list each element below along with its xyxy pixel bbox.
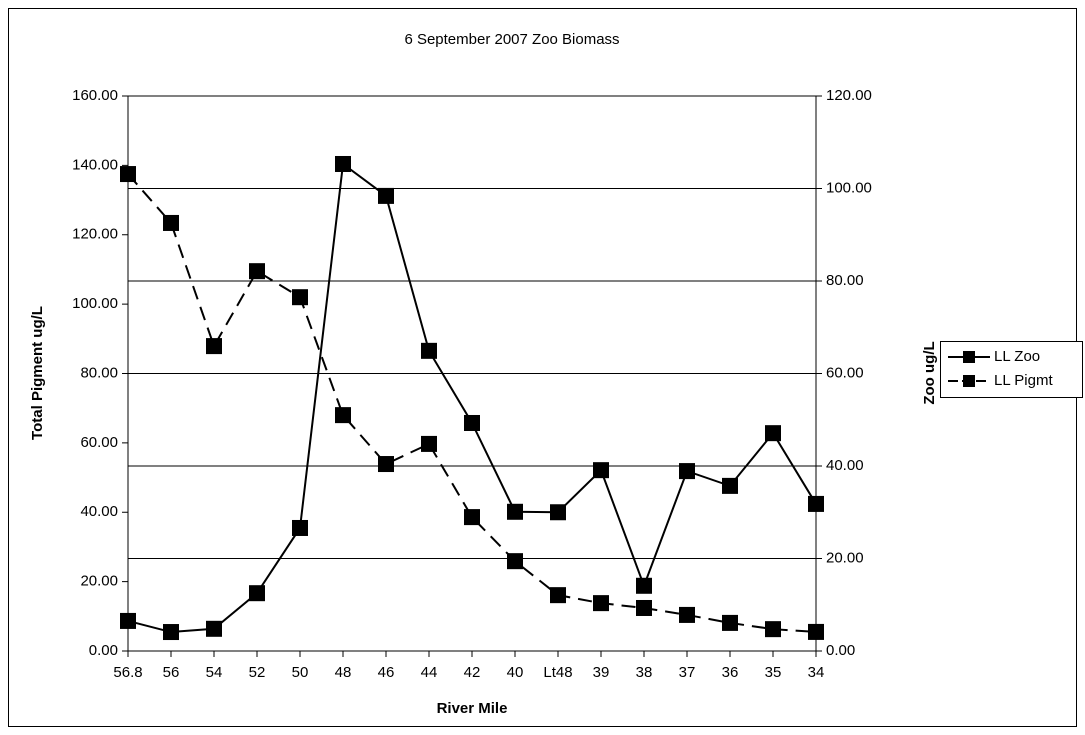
- marker: [636, 599, 652, 616]
- legend-marker: [963, 351, 975, 363]
- y2-tick-label: 40.00: [826, 457, 864, 474]
- y-tick-label: 140.00: [72, 156, 118, 173]
- marker: [464, 509, 480, 526]
- y-tick-label: 60.00: [80, 434, 118, 451]
- marker: [120, 166, 136, 183]
- marker: [679, 606, 695, 623]
- x-tick-label: 50: [292, 664, 309, 681]
- x-tick-label: 48: [335, 664, 352, 681]
- y2-axis-label: Zoo ug/L: [921, 341, 938, 404]
- marker: [249, 585, 265, 602]
- x-tick-label: 40: [507, 664, 524, 681]
- marker: [722, 477, 738, 494]
- marker: [808, 495, 824, 512]
- marker: [292, 519, 308, 536]
- marker: [679, 463, 695, 480]
- marker: [636, 577, 652, 594]
- marker: [507, 503, 523, 520]
- marker: [722, 614, 738, 631]
- marker: [292, 289, 308, 306]
- marker: [765, 621, 781, 638]
- marker: [206, 620, 222, 637]
- y2-tick-label: 20.00: [826, 549, 864, 566]
- y2-tick-label: 60.00: [826, 364, 864, 381]
- marker: [550, 587, 566, 604]
- marker: [120, 612, 136, 629]
- x-tick-label: 56: [163, 664, 180, 681]
- x-tick-label: 39: [593, 664, 610, 681]
- x-tick-label: 56.8: [113, 664, 142, 681]
- marker: [249, 263, 265, 280]
- y-tick-label: 20.00: [80, 573, 118, 590]
- x-tick-label: 44: [421, 664, 438, 681]
- legend-marker: [963, 375, 975, 387]
- marker: [335, 155, 351, 172]
- marker: [765, 425, 781, 442]
- y-axis-label: Total Pigment ug/L: [29, 306, 46, 440]
- marker: [163, 624, 179, 641]
- marker: [593, 462, 609, 479]
- x-axis-label: River Mile: [437, 700, 508, 717]
- marker: [507, 553, 523, 570]
- y-tick-label: 40.00: [80, 503, 118, 520]
- marker: [421, 342, 437, 359]
- x-tick-label: 42: [464, 664, 481, 681]
- x-tick-label: 35: [765, 664, 782, 681]
- y-tick-label: 80.00: [80, 364, 118, 381]
- marker: [206, 338, 222, 355]
- y2-tick-label: 80.00: [826, 272, 864, 289]
- x-tick-label: 36: [722, 664, 739, 681]
- y-tick-label: 120.00: [72, 226, 118, 243]
- marker: [808, 623, 824, 640]
- y2-tick-label: 120.00: [826, 87, 872, 104]
- chart-title: 6 September 2007 Zoo Biomass: [404, 31, 619, 48]
- y-tick-label: 100.00: [72, 295, 118, 312]
- x-tick-label: 54: [206, 664, 223, 681]
- legend: [940, 341, 1083, 398]
- marker: [163, 214, 179, 231]
- x-tick-label: 38: [636, 664, 653, 681]
- marker: [593, 595, 609, 612]
- marker: [550, 504, 566, 521]
- x-tick-label: 37: [679, 664, 696, 681]
- x-tick-label: 52: [249, 664, 266, 681]
- x-tick-label: 34: [808, 664, 825, 681]
- series-line: [127, 173, 817, 633]
- marker: [464, 414, 480, 431]
- marker: [378, 456, 394, 473]
- x-tick-label: 46: [378, 664, 395, 681]
- legend-label: LL Pigmt: [994, 372, 1053, 389]
- marker: [378, 187, 394, 204]
- y-tick-label: 0.00: [89, 642, 118, 659]
- marker: [335, 407, 351, 424]
- marker: [421, 435, 437, 452]
- x-tick-label: Lt48: [543, 664, 572, 681]
- chart-border: [8, 8, 1077, 727]
- y2-tick-label: 100.00: [826, 179, 872, 196]
- y-tick-label: 160.00: [72, 87, 118, 104]
- legend-label: LL Zoo: [994, 348, 1040, 365]
- y2-tick-label: 0.00: [826, 642, 855, 659]
